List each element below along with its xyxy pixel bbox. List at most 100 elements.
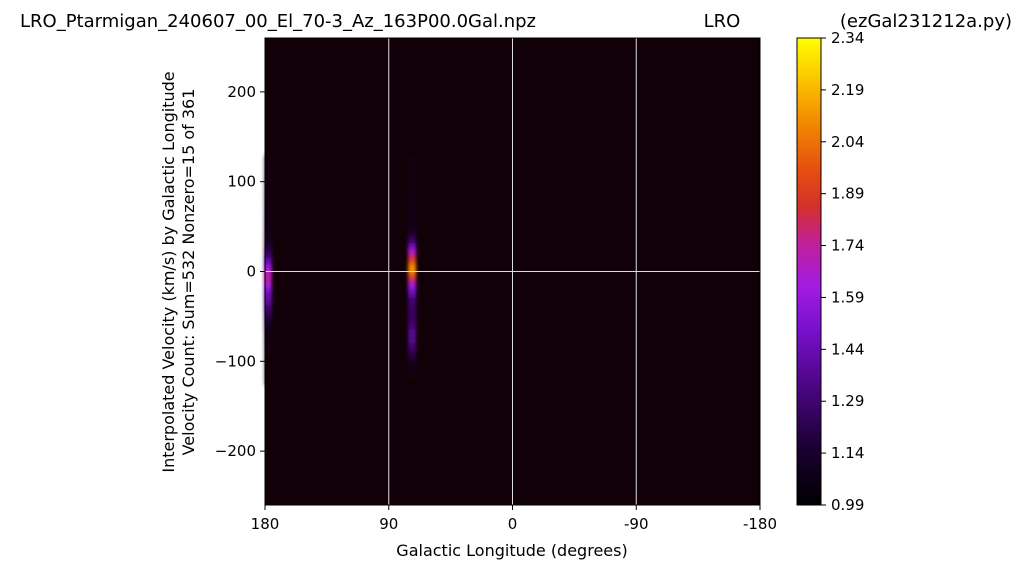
heatmap-cell	[408, 196, 417, 199]
heatmap-cell	[263, 156, 272, 159]
heatmap-cell	[408, 258, 417, 262]
heatmap-cell	[263, 321, 272, 325]
colorbar-tick-label: 0.99	[831, 496, 864, 514]
heatmap-cell	[408, 307, 417, 310]
heatmap-cell	[263, 163, 272, 166]
heatmap-cell	[408, 366, 417, 369]
heatmap-cell	[263, 255, 272, 258]
heatmap-cell	[263, 237, 272, 240]
heatmap-cell	[408, 338, 417, 341]
colorbar-tick-label: 2.34	[831, 29, 864, 47]
heatmap-cell	[408, 345, 417, 348]
heatmap-cell	[408, 336, 417, 339]
heatmap-cell	[408, 255, 417, 258]
heatmap-cell	[408, 178, 417, 181]
heatmap-cell	[263, 242, 272, 246]
heatmap-cell	[408, 343, 417, 346]
heatmap-cell	[408, 361, 417, 364]
heatmap-cell	[263, 372, 272, 375]
heatmap-cell	[408, 271, 417, 274]
heatmap-cell	[408, 199, 417, 202]
heatmap-cell	[408, 346, 417, 350]
heatmap-cell	[408, 302, 417, 305]
heatmap-cell	[408, 311, 417, 314]
heatmap-cell	[408, 357, 417, 360]
heatmap-cell	[408, 174, 417, 177]
heatmap-cell	[408, 244, 417, 247]
heatmap-cell	[263, 363, 272, 366]
heatmap-cell	[408, 176, 417, 179]
x-tick-label: -90	[624, 515, 649, 533]
heatmap-cell	[408, 215, 417, 219]
heatmap-cell	[408, 233, 417, 237]
heatmap-cell	[263, 246, 272, 249]
heatmap-cell	[263, 339, 272, 343]
heatmap-cell	[263, 267, 272, 271]
heatmap-cell	[408, 305, 417, 308]
chart-title-program: (ezGal231212a.py)	[840, 11, 1012, 32]
heatmap-cell	[263, 327, 272, 330]
heatmap-cell	[408, 312, 417, 316]
heatmap-cell	[263, 188, 272, 192]
heatmap-cell	[408, 267, 417, 271]
heatmap-cell	[408, 169, 417, 172]
heatmap-cell	[263, 320, 272, 323]
heatmap-cell	[408, 253, 417, 256]
heatmap-cell	[263, 212, 272, 215]
colorbar-gradient	[796, 37, 822, 506]
colorbar-tick-label: 1.29	[831, 392, 864, 410]
heatmap-cell	[263, 228, 272, 231]
heatmap-cell	[408, 298, 417, 301]
heatmap-cell	[408, 154, 417, 158]
heatmap-cell	[408, 373, 417, 377]
heatmap-cell	[263, 232, 272, 235]
heatmap-cell	[408, 275, 417, 278]
heatmap-cell	[263, 318, 272, 321]
heatmap-cell	[263, 176, 272, 179]
heatmap-cell	[263, 226, 272, 229]
colorbar: 0.99 1.14 1.29 1.44 1.59 1.74 1.89 2.04 2.19 2.34	[796, 29, 864, 514]
heatmap-cell	[408, 201, 417, 204]
heatmap-cell	[408, 280, 417, 283]
heatmap-cell	[263, 192, 272, 195]
heatmap-cell	[263, 289, 272, 292]
heatmap-cell	[408, 237, 417, 240]
y-axis-label-line2: Velocity Count: Sum=532 Nonzero=15 of 36…	[179, 89, 198, 456]
plot-area	[263, 37, 761, 506]
heatmap-cell	[263, 381, 272, 384]
heatmap-cell	[408, 188, 417, 192]
heatmap-cell	[263, 244, 272, 247]
heatmap-cell	[263, 167, 272, 170]
heatmap-cell	[408, 208, 417, 211]
heatmap-cell	[263, 248, 272, 251]
y-tick-label: −200	[215, 442, 256, 460]
heatmap-cell	[263, 205, 272, 208]
heatmap-cell	[408, 197, 417, 201]
heatmap-cell	[263, 233, 272, 237]
heatmap-cell	[408, 251, 417, 254]
heatmap-cell	[408, 294, 417, 298]
heatmap-cell	[408, 165, 417, 168]
heatmap-cell	[263, 215, 272, 219]
heatmap-cell	[263, 316, 272, 319]
heatmap-cell	[408, 332, 417, 335]
x-tick-label: 180	[251, 515, 280, 533]
heatmap-cell	[263, 280, 272, 283]
heatmap-cell	[263, 214, 272, 217]
heatmap-cell	[263, 174, 272, 177]
x-axis: 180 90 0 -90 -180	[251, 505, 777, 533]
heatmap-cell	[263, 169, 272, 172]
heatmap-cell	[408, 172, 417, 175]
heatmap-cell	[408, 372, 417, 375]
heatmap-cell	[263, 197, 272, 201]
heatmap-cell	[408, 212, 417, 215]
x-tick-label: -180	[743, 515, 777, 533]
heatmap-cell	[408, 339, 417, 343]
heatmap-cell	[408, 368, 417, 371]
chart-title-station: LRO	[704, 11, 741, 32]
heatmap-cell	[408, 246, 417, 249]
heatmap-cell	[263, 269, 272, 272]
colorbar-tick-label: 1.74	[831, 237, 864, 255]
heatmap-cell	[408, 242, 417, 246]
heatmap-cell	[263, 285, 272, 289]
